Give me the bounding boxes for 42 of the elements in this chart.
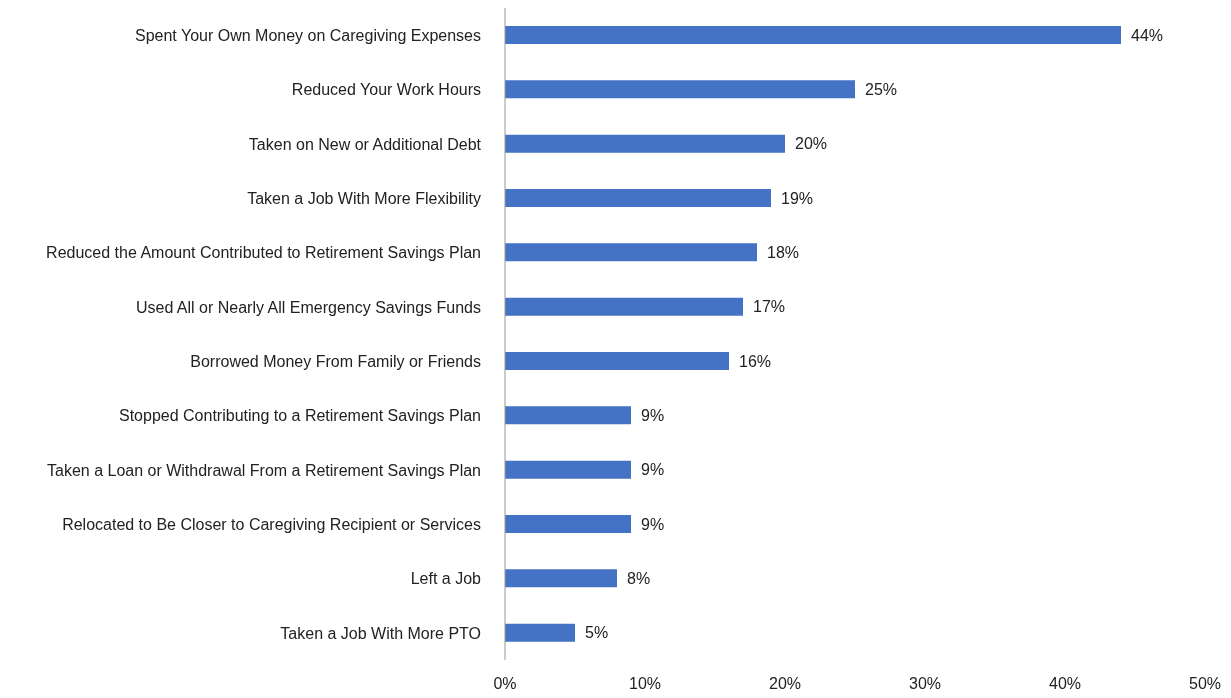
bar (505, 189, 771, 207)
y-tick-label: Reduced Your Work Hours (291, 81, 481, 99)
bar (505, 297, 743, 316)
data-label: 18% (767, 244, 800, 262)
data-label: 25% (865, 81, 898, 99)
bar (505, 243, 757, 262)
y-tick-label: Taken on New or Additional Debt (248, 135, 482, 153)
x-tick-label: 30% (908, 675, 942, 693)
x-tick-label: 0% (493, 675, 517, 693)
data-label: 9% (641, 407, 665, 425)
data-label: 9% (641, 461, 665, 479)
data-label: 16% (739, 352, 772, 370)
y-tick-label: Used All or Nearly All Emergency Savings Funds (135, 298, 481, 316)
bar (505, 460, 631, 479)
x-tick-label: 10% (628, 675, 662, 693)
x-tick-label: 50% (1188, 675, 1222, 693)
y-tick-label: Spent Your Own Money on Caregiving Expenses (135, 26, 481, 44)
y-tick-label: Reduced the Amount Contributed to Retirement Savings Plan (46, 244, 481, 262)
bar (505, 515, 631, 533)
bar (505, 406, 631, 425)
bar (505, 134, 785, 153)
data-label: 8% (627, 570, 651, 588)
data-label: 20% (795, 135, 828, 153)
bar (505, 80, 855, 99)
y-tick-label: Taken a Loan or Withdrawal From a Retirement Savings Plan (47, 461, 481, 479)
data-label: 19% (781, 189, 814, 207)
y-tick-label: Borrowed Money From Family or Friends (190, 352, 481, 370)
y-tick-label: Relocated to Be Closer to Caregiving Recipient or Services (62, 515, 481, 533)
x-tick-label: 20% (768, 675, 802, 693)
bar (505, 352, 729, 370)
data-label: 5% (585, 624, 609, 642)
data-label: 17% (753, 298, 786, 316)
y-tick-label: Taken a Job With More Flexibility (247, 189, 481, 207)
bar (505, 623, 575, 642)
x-tick-label: 40% (1048, 675, 1082, 693)
bar (505, 26, 1121, 44)
y-tick-label: Stopped Contributing to a Retirement Savings Plan (119, 407, 481, 425)
y-tick-label: Left a Job (410, 570, 482, 588)
bar (505, 569, 617, 588)
data-label: 44% (1131, 26, 1164, 44)
y-tick-label: Taken a Job With More PTO (280, 624, 481, 642)
data-label: 9% (641, 515, 665, 533)
